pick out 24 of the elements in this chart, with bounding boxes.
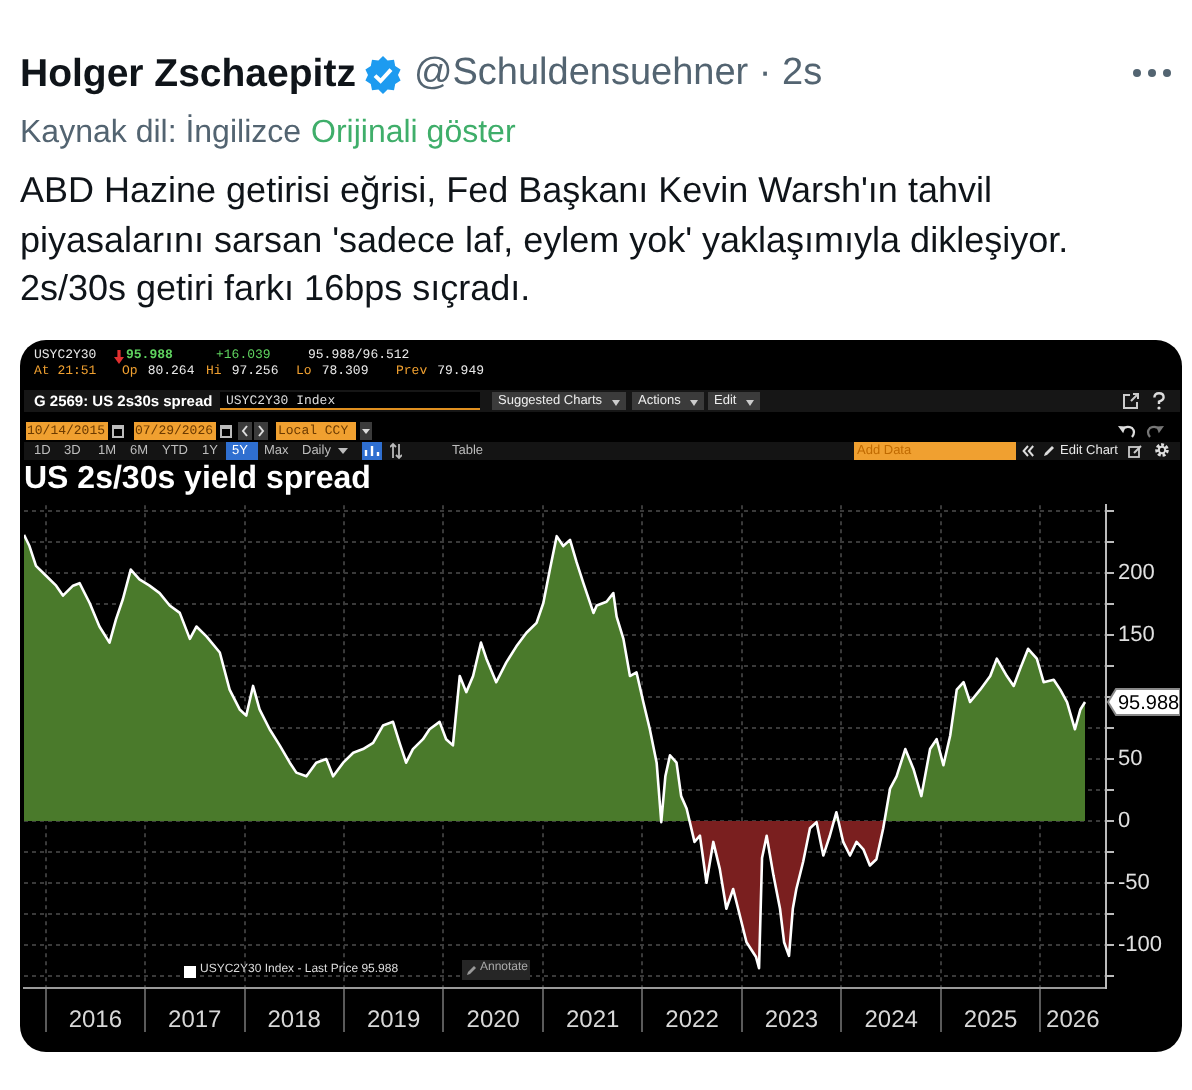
x-tick-label: 2018 bbox=[267, 1005, 322, 1034]
y-tick-label: -100 bbox=[1118, 932, 1163, 957]
x-tick-label: 2019 bbox=[366, 1005, 421, 1034]
x-tick-label: 2022 bbox=[665, 1005, 720, 1034]
x-tick-label: 2020 bbox=[466, 1005, 521, 1034]
text: Holger Zschaepitz bbox=[20, 51, 356, 97]
x-tick-label: 2026 bbox=[1046, 1005, 1101, 1034]
chart-title: US 2s/30s yield spread bbox=[24, 462, 371, 498]
y-tick-label: 0 bbox=[1118, 808, 1131, 833]
x-tick-label: 2017 bbox=[168, 1005, 223, 1034]
text: Orijinali göster bbox=[311, 114, 516, 152]
y-tick-label: 150 bbox=[1118, 623, 1155, 648]
x-tick-label: 2021 bbox=[565, 1005, 620, 1034]
annotation: 95.988 bbox=[1118, 692, 1181, 715]
y-tick-label: 200 bbox=[1118, 561, 1155, 586]
text: @Schuldensuehner · 2s bbox=[413, 52, 823, 96]
text: ABD Hazine getirisi eğrisi, Fed Başkanı Kevin Warsh'ın tahvil piyasalarını sarsan 'sadece laf, eylem yok' yaklaşımıyla dikleşiyor. 2s/30s getiri farkı 16bps sıçradı. bbox=[20, 168, 1071, 312]
x-tick-label: 2023 bbox=[764, 1005, 819, 1034]
x-tick-label: 2016 bbox=[68, 1005, 123, 1034]
x-tick-label: 2024 bbox=[864, 1005, 919, 1034]
text: Kaynak dil: İngilizce bbox=[20, 114, 302, 152]
y-tick-label: -50 bbox=[1118, 870, 1150, 895]
y-tick-label: 50 bbox=[1118, 747, 1143, 772]
x-tick-label: 2025 bbox=[963, 1005, 1018, 1034]
